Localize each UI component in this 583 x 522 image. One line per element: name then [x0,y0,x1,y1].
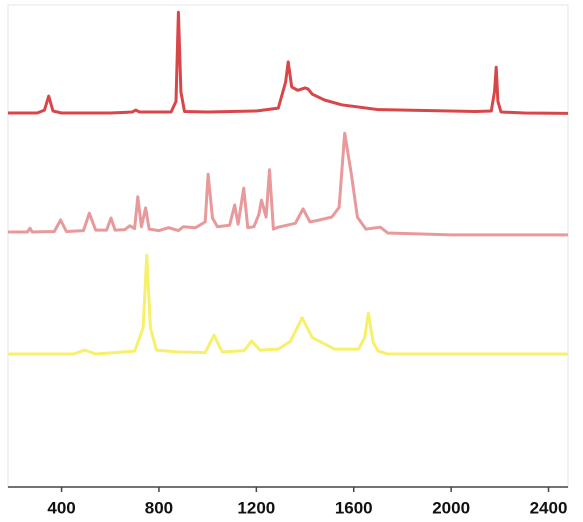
spectrum-line [8,253,568,356]
x-tick-label: 2000 [432,498,470,517]
x-tick-label: 1200 [237,498,275,517]
spectrum-line [8,10,569,115]
x-tick-label: 800 [145,498,173,517]
spectrum-line [8,131,568,237]
plot-frame [7,4,569,488]
x-tick-label: 1600 [335,498,373,517]
x-tick-label: 400 [47,498,75,517]
x-tick-label: 2400 [530,498,568,517]
